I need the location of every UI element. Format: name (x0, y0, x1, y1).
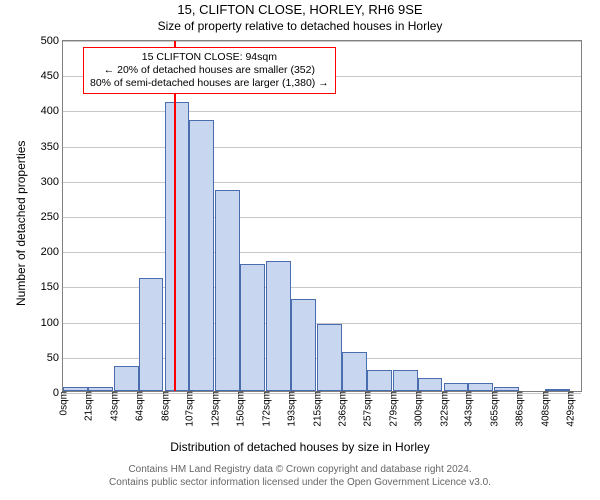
histogram-bar (367, 370, 392, 391)
y-tick-label: 300 (41, 176, 63, 188)
x-tick-label: 64sqm (132, 391, 145, 421)
page-subtitle: Size of property relative to detached ho… (0, 19, 600, 33)
y-tick-label: 150 (41, 281, 63, 293)
x-tick-label: 86sqm (158, 391, 171, 421)
gridline-h (63, 252, 581, 253)
histogram-bar (114, 366, 139, 391)
histogram-bar (165, 102, 190, 391)
chart-container: 15, CLIFTON CLOSE, HORLEY, RH6 9SE Size … (0, 0, 600, 500)
histogram-bar (418, 378, 443, 391)
x-tick-label: 43sqm (107, 391, 120, 421)
x-tick-label: 386sqm (513, 391, 526, 427)
y-tick-label: 200 (41, 246, 63, 258)
y-tick-label: 250 (41, 211, 63, 223)
y-tick-label: 500 (41, 35, 63, 47)
x-tick-label: 343sqm (462, 391, 475, 427)
footnote-line: Contains public sector information licen… (0, 477, 600, 490)
x-tick-label: 107sqm (183, 391, 196, 427)
x-axis-label: Distribution of detached houses by size … (0, 440, 600, 454)
x-tick-label: 257sqm (360, 391, 373, 427)
y-tick-label: 350 (41, 141, 63, 153)
y-axis-label: Number of detached properties (14, 141, 28, 306)
gridline-h (63, 217, 581, 218)
histogram-bar (291, 299, 316, 391)
annotation-box: 15 CLIFTON CLOSE: 94sqm← 20% of detached… (83, 47, 336, 94)
y-tick-label: 50 (47, 352, 63, 364)
x-tick-label: 21sqm (81, 391, 94, 421)
x-tick-label: 193sqm (285, 391, 298, 427)
gridline-h (63, 41, 581, 42)
y-tick-label: 100 (41, 317, 63, 329)
histogram-bar (215, 190, 240, 391)
x-tick-label: 172sqm (260, 391, 273, 427)
page-title: 15, CLIFTON CLOSE, HORLEY, RH6 9SE (0, 2, 600, 17)
histogram-bar (266, 261, 291, 391)
x-tick-label: 129sqm (209, 391, 222, 427)
x-tick-label: 429sqm (564, 391, 577, 427)
histogram-bar (139, 278, 164, 391)
histogram-bar (468, 383, 493, 391)
x-tick-label: 300sqm (411, 391, 424, 427)
plot-area: 0501001502002503003504004505000sqm21sqm4… (62, 40, 582, 392)
histogram-bar (189, 120, 214, 391)
x-tick-label: 150sqm (234, 391, 247, 427)
footnote-line: Contains HM Land Registry data © Crown c… (0, 464, 600, 477)
y-tick-label: 400 (41, 105, 63, 117)
x-tick-label: 0sqm (57, 391, 70, 415)
y-tick-label: 450 (41, 70, 63, 82)
gridline-h (63, 147, 581, 148)
x-tick-label: 322sqm (437, 391, 450, 427)
histogram-bar (240, 264, 265, 391)
histogram-bar (393, 370, 418, 391)
x-tick-label: 365sqm (488, 391, 501, 427)
footnote: Contains HM Land Registry data © Crown c… (0, 464, 600, 489)
annotation-line: 80% of semi-detached houses are larger (… (90, 77, 329, 90)
histogram-bar (317, 324, 342, 391)
x-tick-label: 408sqm (539, 391, 552, 427)
gridline-h (63, 182, 581, 183)
x-tick-label: 236sqm (335, 391, 348, 427)
histogram-bar (444, 383, 469, 391)
x-tick-label: 215sqm (311, 391, 324, 427)
annotation-line: 15 CLIFTON CLOSE: 94sqm (90, 51, 329, 64)
x-tick-label: 279sqm (386, 391, 399, 427)
annotation-line: ← 20% of detached houses are smaller (35… (90, 64, 329, 77)
histogram-bar (342, 352, 367, 391)
gridline-h (63, 111, 581, 112)
